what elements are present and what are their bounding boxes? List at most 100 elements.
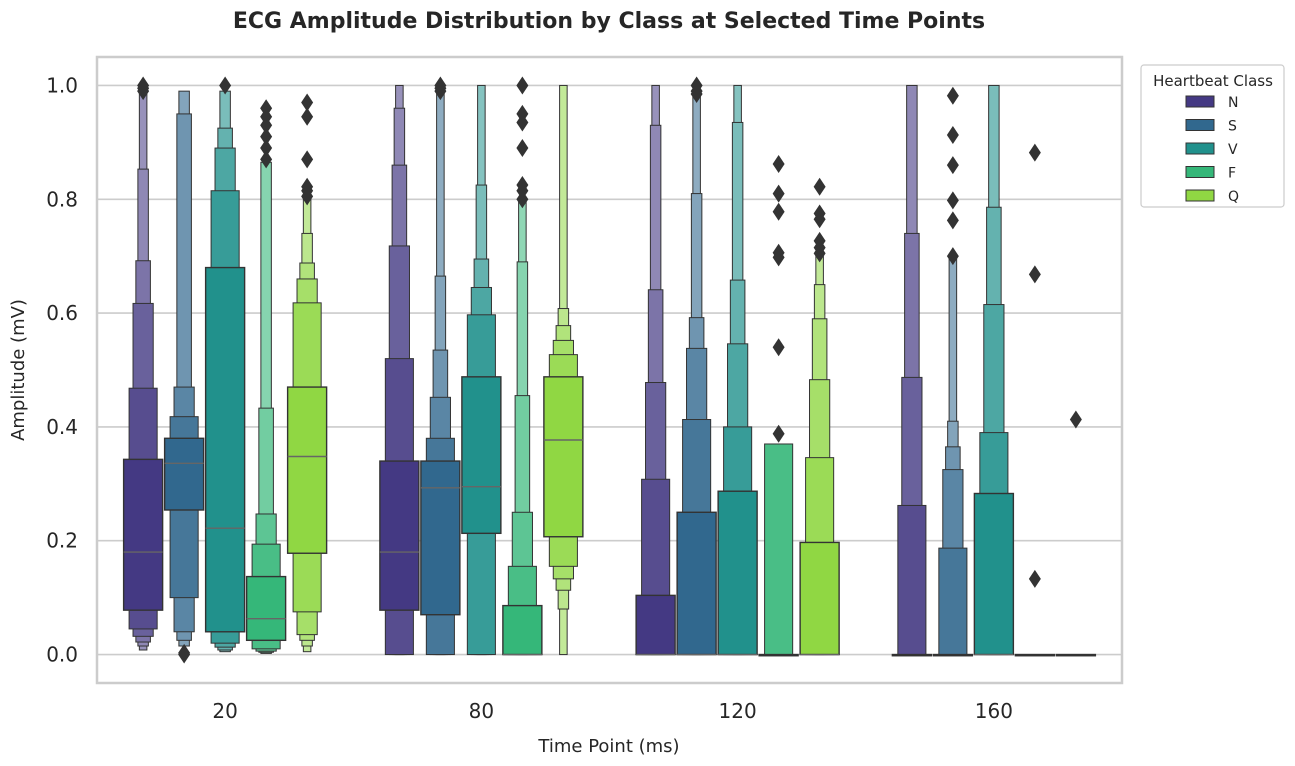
- outlier-point: [946, 211, 959, 230]
- box-level: [764, 443, 794, 656]
- y-tick-label: 0.6: [46, 301, 78, 325]
- boxen-S-20: [163, 90, 205, 664]
- legend-label-N: N: [1228, 95, 1238, 111]
- outlier-point: [946, 247, 959, 266]
- boxen-Q-160: [1055, 410, 1097, 657]
- grid: [97, 84, 1122, 656]
- outlier-point: [946, 156, 959, 175]
- outlier-point: [772, 424, 785, 443]
- y-axis-label: Amplitude (mV): [8, 299, 29, 441]
- outlier-point: [1069, 410, 1082, 429]
- x-tick-label: 20: [212, 699, 237, 723]
- y-tick-label: 1.0: [46, 73, 78, 97]
- outlier-point: [301, 177, 314, 196]
- box-level: [379, 460, 420, 611]
- x-tick-label: 120: [719, 699, 757, 723]
- boxen-S-120: [676, 76, 717, 656]
- legend-label-V: V: [1228, 142, 1238, 158]
- outlier-point: [772, 202, 785, 221]
- outlier-point: [260, 99, 273, 118]
- boxen-F-120: [758, 154, 799, 657]
- outlier-point: [178, 643, 191, 662]
- plot-marks: [122, 76, 1097, 664]
- legend-swatch-V: [1185, 142, 1215, 155]
- legend-title: Heartbeat Class: [1153, 72, 1273, 90]
- plot-frame: [95, 55, 1124, 685]
- outlier-point: [260, 150, 273, 169]
- box-level: [163, 437, 205, 511]
- outlier-point: [946, 125, 959, 144]
- outlier-point: [1028, 569, 1041, 588]
- box-level: [938, 547, 968, 656]
- box-level: [1014, 653, 1056, 657]
- outlier-point: [434, 76, 447, 95]
- boxen-N-20: [122, 76, 164, 651]
- y-axis: 0.0 0.2 0.4 0.6 0.8 1.0: [46, 73, 78, 666]
- y-tick-label: 0.0: [46, 643, 78, 667]
- chart-title: ECG Amplitude Distribution by Class at S…: [233, 9, 985, 34]
- outlier-point: [813, 204, 826, 223]
- boxen-N-80: [379, 84, 420, 656]
- outlier-point: [516, 76, 529, 95]
- outlier-point: [813, 231, 826, 250]
- outlier-point: [301, 107, 314, 126]
- x-axis: 20 80 120 160: [212, 699, 1013, 723]
- box-level: [799, 541, 840, 656]
- legend-swatch-F: [1185, 166, 1215, 178]
- box-level: [758, 653, 799, 657]
- boxen-F-20: [245, 99, 287, 654]
- legend-swatch-N: [1185, 95, 1215, 108]
- outlier-point: [516, 104, 529, 123]
- box-level: [897, 504, 927, 656]
- boxen-V-80: [461, 84, 502, 656]
- outlier-point: [260, 139, 273, 158]
- y-tick-label: 0.2: [46, 529, 78, 553]
- boxen-V-160: [973, 84, 1015, 656]
- legend-label-Q: Q: [1228, 189, 1239, 205]
- outlier-point: [772, 243, 785, 262]
- box-level: [932, 653, 974, 657]
- outlier-point: [219, 76, 232, 95]
- legend-swatch-S: [1185, 119, 1215, 131]
- legend-label-S: S: [1228, 119, 1237, 135]
- boxen-V-120: [717, 84, 758, 656]
- outlier-point: [1028, 265, 1041, 284]
- x-tick-label: 160: [975, 699, 1013, 723]
- outlier-point: [260, 127, 273, 146]
- outlier-point: [1028, 143, 1041, 162]
- outlier-point: [516, 139, 529, 158]
- boxen-S-80: [420, 76, 461, 656]
- outlier-point: [813, 177, 826, 196]
- outlier-point: [516, 176, 529, 195]
- boxen-Q-120: [799, 177, 840, 656]
- box-level: [717, 490, 758, 656]
- outlier-point: [301, 93, 314, 112]
- boxen-Q-80: [543, 84, 584, 656]
- box-level: [286, 386, 328, 554]
- outlier-point: [946, 86, 959, 105]
- legend-frame: [1140, 64, 1285, 208]
- box-level: [420, 460, 461, 616]
- y-tick-label: 0.4: [46, 415, 78, 439]
- box-level: [245, 575, 287, 642]
- boxen-Q-20: [286, 93, 328, 653]
- outlier-point: [301, 150, 314, 169]
- box-level: [461, 376, 502, 535]
- box-level: [635, 594, 676, 656]
- x-tick-label: 80: [469, 699, 494, 723]
- outlier-point: [690, 76, 703, 95]
- boxen-S-160: [932, 86, 974, 657]
- box-level: [122, 458, 164, 611]
- boxen-V-20: [204, 76, 246, 653]
- outlier-point: [946, 191, 959, 210]
- boxen-N-120: [635, 84, 676, 656]
- box-level: [543, 376, 584, 538]
- box-level: [204, 266, 246, 633]
- y-tick-label: 0.8: [46, 187, 78, 211]
- legend-swatch-Q: [1185, 189, 1215, 202]
- legend-label-F: F: [1228, 166, 1236, 182]
- box-level: [676, 511, 717, 656]
- box-level: [1055, 653, 1097, 657]
